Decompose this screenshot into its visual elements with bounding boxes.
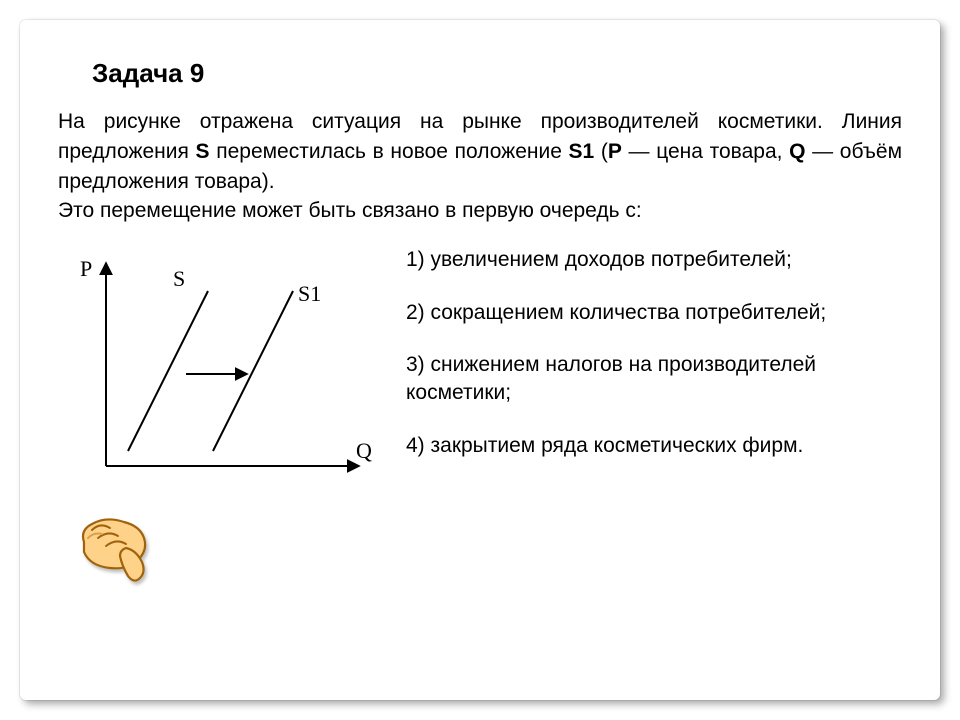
prompt-line-2: Это перемещение может быть связано в пер… — [58, 196, 902, 226]
prompt-b2: S1 — [569, 140, 595, 163]
svg-text:S1: S1 — [298, 281, 321, 306]
supply-shift-chart: P Q S S1 — [58, 246, 378, 496]
content-row: P Q S S1 1) увеличением доходов потребителе… — [58, 246, 902, 593]
answer-3: 3) снижением налогов на производителей к… — [406, 351, 902, 408]
pointing-hand-icon — [66, 508, 166, 593]
answer-4: 4) закрытием ряда косметических фирм. — [406, 432, 902, 460]
chart-column: P Q S S1 — [58, 246, 378, 593]
svg-text:P: P — [80, 256, 92, 281]
prompt-t3: ( — [594, 140, 608, 163]
prompt-line-1: На рисунке отражена ситуация на рынке пр… — [58, 107, 902, 196]
prompt-b4: Q — [789, 140, 805, 163]
chart-svg: P Q S S1 — [58, 246, 378, 496]
svg-text:Q: Q — [356, 438, 372, 463]
task-prompt: На рисунке отражена ситуация на рынке пр… — [58, 107, 902, 226]
hand-svg — [66, 508, 166, 588]
prompt-b3: P — [608, 140, 622, 163]
task-title: Задача 9 — [92, 58, 902, 89]
slide-card: Задача 9 На рисунке отражена ситуация на… — [20, 20, 940, 700]
answer-1: 1) увеличением доходов потребителей; — [406, 246, 902, 274]
prompt-b1: S — [196, 140, 210, 163]
answer-2: 2) сокращением количества потребителей; — [406, 299, 902, 327]
prompt-t2: переместилась в новое положение — [210, 140, 569, 163]
prompt-t4: — цена товара, — [622, 140, 789, 163]
svg-text:S: S — [173, 266, 185, 291]
answers-block: 1) увеличением доходов потребителей; 2) … — [406, 246, 902, 484]
